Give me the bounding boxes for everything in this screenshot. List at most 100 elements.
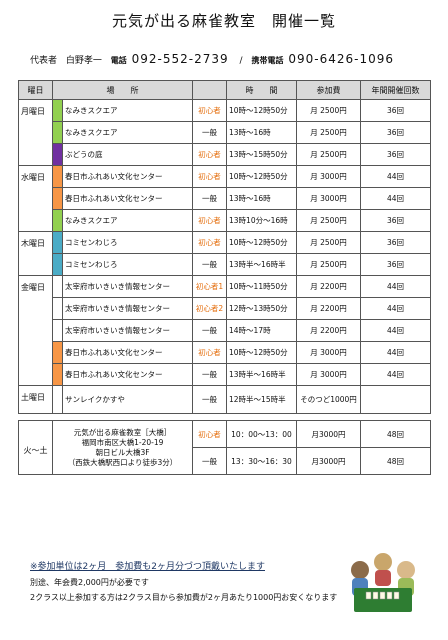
- color-bar: [52, 231, 63, 254]
- note-line: ※参加単位は2ヶ月 参加費も2ヶ月分づつ頂戴いたします: [30, 562, 265, 572]
- fee-cell: 月 2500円: [296, 99, 361, 122]
- type-cell: 初心者: [192, 99, 227, 122]
- fee-cell: 月 2500円: [296, 121, 361, 144]
- table-row: 火～土 元気が出る麻雀教室［大橋］ 福岡市南区大橋1-20-19 朝日ビル大橋3…: [18, 420, 431, 475]
- time-cell: 13時～15時50分: [226, 143, 297, 166]
- day-cell: 土曜日: [18, 385, 53, 414]
- color-bar: [52, 253, 63, 276]
- place-cell: 太宰府市いきいき情報センター: [62, 275, 193, 298]
- page-title: 元気が出る麻雀教室 開催一覧: [111, 12, 336, 30]
- table-row: 金曜日 太宰府市いきいき情報センター 初心者1 10時～11時50分 月 220…: [18, 275, 431, 386]
- time-cell: 10時～12時50分: [226, 165, 297, 188]
- type-cell: 初心者1: [192, 275, 227, 298]
- type-cell: 一般: [192, 385, 227, 414]
- color-bar: [52, 99, 63, 122]
- day-cell: 月曜日: [18, 99, 53, 166]
- type-cell: 初心者: [192, 341, 227, 364]
- fee-cell: 月3000円: [296, 420, 361, 448]
- fee-cell: 月 2500円: [296, 209, 361, 232]
- day-cell: 水曜日: [18, 165, 53, 232]
- place-cell: コミセンわじろ: [62, 231, 193, 254]
- spacer-row: [18, 413, 431, 421]
- time-cell: 10時～12時50分: [226, 99, 297, 122]
- count-cell: 36回: [360, 143, 431, 166]
- fee-cell: 月 3000円: [296, 165, 361, 188]
- count-cell: 48回: [360, 447, 431, 475]
- place-cell: なみきスクエア: [62, 121, 193, 144]
- mobile-label: 携帯電話: [251, 56, 284, 65]
- header-type: [192, 80, 227, 100]
- place-line: 福岡市南区大橋1-20-19: [81, 437, 164, 447]
- tile: [365, 591, 372, 600]
- header-day: 曜日: [18, 80, 53, 100]
- player-body: [375, 570, 391, 586]
- time-cell: 10時～12時50分: [226, 341, 297, 364]
- table-row: コミセンわじろ 一般 13時半～16時半 月 2500円 36回: [19, 253, 431, 276]
- time-cell: 14時～17時: [226, 319, 297, 342]
- place-cell: コミセンわじろ: [62, 253, 193, 276]
- time-cell: 10時～11時50分: [226, 275, 297, 298]
- fee-cell: 月3000円: [296, 447, 361, 475]
- place-cell: なみきスクエア: [62, 99, 193, 122]
- place-cell: 太宰府市いきいき情報センター: [62, 319, 193, 342]
- time-cell: 10時～12時50分: [226, 231, 297, 254]
- fee-cell: 月 2200円: [296, 275, 361, 298]
- place-cell: なみきスクエア: [62, 209, 193, 232]
- type-cell: 一般: [192, 187, 227, 210]
- header-time: 時 間: [226, 80, 297, 100]
- count-cell: 44回: [360, 341, 431, 364]
- place-cell: 春日市ふれあい文化センター: [62, 165, 193, 188]
- time-cell: 12時半～15時半: [226, 385, 297, 414]
- tile: [379, 591, 386, 600]
- type-cell: 初心者: [192, 231, 227, 254]
- type-cell: 一般: [192, 363, 227, 386]
- notes: ※参加単位は2ヶ月 参加費も2ヶ月分づつ頂戴いたします 別途、年会費2,000円…: [30, 560, 337, 605]
- type-cell: 初心者: [192, 420, 227, 448]
- type-cell: 一般: [192, 447, 227, 475]
- mobile-number: 090-6426-1096: [288, 52, 394, 66]
- tile: [393, 591, 400, 600]
- table-row: 春日市ふれあい文化センター 一般 13時～16時 月 3000円 44回: [19, 187, 431, 210]
- mahjong-table: [354, 588, 412, 612]
- type-cell: 初心者: [192, 143, 227, 166]
- player-head: [351, 561, 369, 579]
- color-bar: [52, 121, 63, 144]
- table-row: 太宰府市いきいき情報センター 一般 14時～17時 月 2200円 44回: [19, 319, 431, 342]
- table-row: なみきスクエア 初心者 13時10分～16時 月 2500円 36回: [19, 209, 431, 232]
- count-cell: 36回: [360, 231, 431, 254]
- table-row: ぶどうの庭 初心者 13時～15時50分 月 2500円 36回: [19, 143, 431, 166]
- table-row: 木曜日 コミセンわじろ 初心者 10時～12時50分 月 2500円 36回: [18, 231, 431, 276]
- fee-cell: 月 2200円: [296, 297, 361, 320]
- tel-label: 電話: [110, 56, 127, 65]
- color-bar: [52, 363, 63, 386]
- time-cell: 13時～16時: [226, 187, 297, 210]
- color-bar: [52, 275, 63, 298]
- day-cell: 火～土: [18, 420, 53, 475]
- table-row: 春日市ふれあい文化センター 一般 13時半～16時半 月 3000円 44回: [19, 363, 431, 386]
- count-cell: 48回: [360, 420, 431, 448]
- time-cell: 13時10分～16時: [226, 209, 297, 232]
- fee-cell: 月 3000円: [296, 341, 361, 364]
- color-bar: [52, 385, 63, 414]
- tile: [386, 591, 393, 600]
- place-line: 朝日ビル大橋3F: [95, 447, 150, 457]
- color-bar: [52, 187, 63, 210]
- count-cell: 44回: [360, 275, 431, 298]
- table-row: なみきスクエア 一般 13時～16時 月 2500円 36回: [19, 121, 431, 144]
- fee-cell: 月 2200円: [296, 319, 361, 342]
- contact-info: 代表者 白野孝一 電話 092-552-2739 / 携帯電話 090-6426…: [30, 52, 402, 66]
- fee-cell: そのつど1000円: [296, 385, 361, 414]
- count-cell: [360, 385, 431, 414]
- fee-cell: 月 3000円: [296, 187, 361, 210]
- count-cell: 44回: [360, 297, 431, 320]
- color-bar: [52, 165, 63, 188]
- count-cell: 36回: [360, 253, 431, 276]
- time-cell: 13時半～16時半: [226, 363, 297, 386]
- type-cell: 一般: [192, 319, 227, 342]
- count-cell: 44回: [360, 165, 431, 188]
- table-row: 土曜日 サンレイクかすや 一般 12時半～15時半 そのつど1000円: [18, 385, 431, 414]
- table-row: 月曜日 なみきスクエア 初心者 10時～12時50分 月 2500円 36回: [18, 99, 431, 166]
- place-cell: 春日市ふれあい文化センター: [62, 363, 193, 386]
- table-header-row: 曜日 場 所 時 間 参加費 年間開催回数: [18, 80, 431, 100]
- count-cell: 36回: [360, 99, 431, 122]
